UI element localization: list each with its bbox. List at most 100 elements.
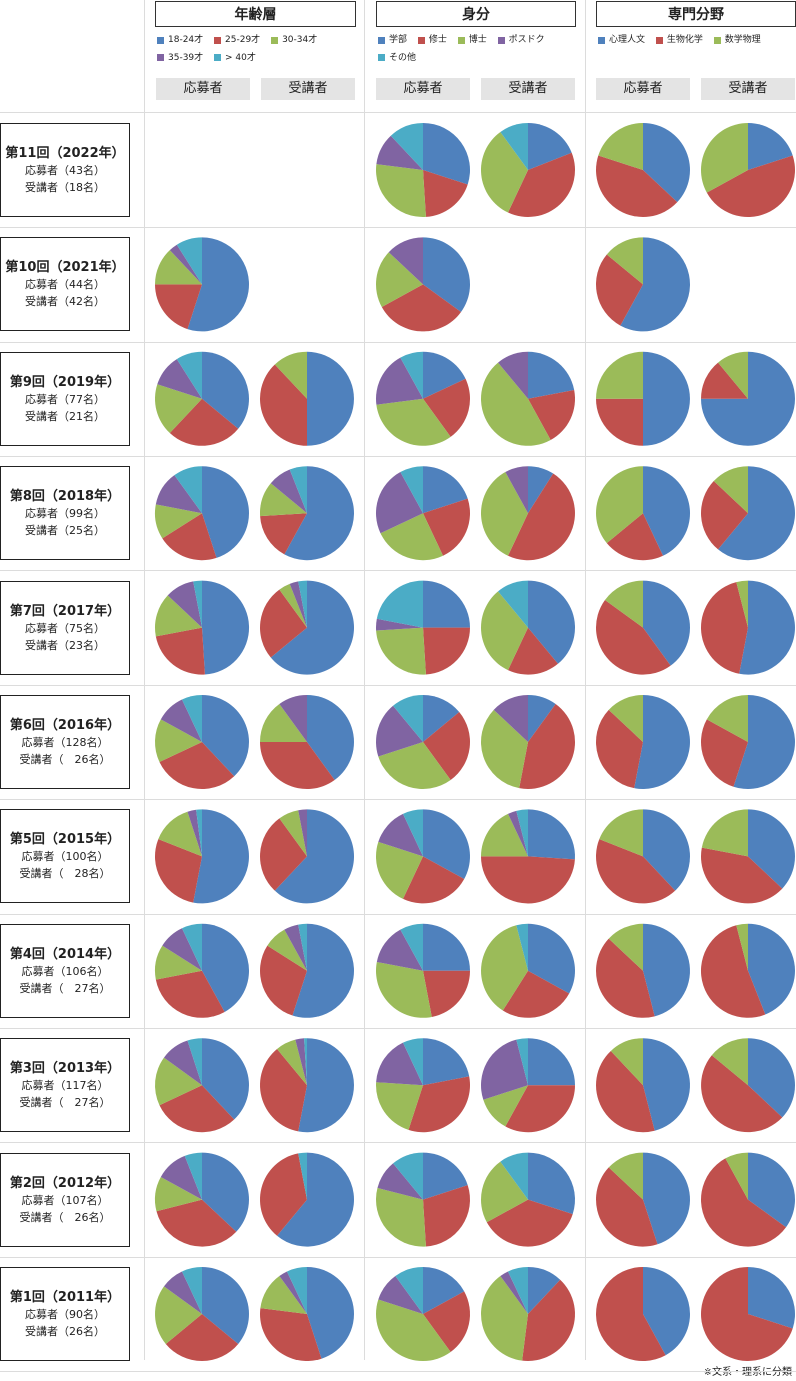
pie-slice <box>202 695 249 777</box>
pie-slice <box>620 237 690 332</box>
pie-slice <box>596 398 643 446</box>
pie-slice <box>376 1187 426 1247</box>
pie-slice <box>279 583 307 628</box>
participant-count: 受講者（18名） <box>25 180 105 194</box>
pie-slice <box>596 254 643 326</box>
pie-slice <box>713 466 748 514</box>
pie-slice <box>481 709 528 789</box>
pie-slice <box>498 351 528 399</box>
row-title: 第7回（2017年） <box>9 603 121 619</box>
pie-slice <box>480 131 528 213</box>
pie-slice <box>154 945 202 980</box>
pie-slice <box>259 483 307 517</box>
pie-slice <box>154 719 202 763</box>
pie-slice <box>500 1271 528 1314</box>
pie-slice <box>375 164 426 218</box>
pie-slice <box>174 466 202 514</box>
pie-slice <box>259 1308 322 1361</box>
pie-slice <box>378 1275 423 1314</box>
pie-slice <box>260 945 307 1016</box>
pie-slice <box>643 123 690 203</box>
pie-slice <box>480 813 528 857</box>
pie-slice <box>377 1163 423 1200</box>
pie-slice <box>155 627 205 675</box>
pie-slice <box>400 351 423 399</box>
pie-slice <box>202 1267 249 1344</box>
pie-slice <box>528 1038 575 1086</box>
pie-slice <box>381 284 462 332</box>
pie-slice <box>643 923 690 1017</box>
pie-slice <box>292 923 355 1018</box>
pie-slice <box>267 929 307 971</box>
legend-swatch <box>271 36 279 44</box>
row-label: 第11回（2022年） 応募者（43名） 受講者（18名） <box>0 123 130 217</box>
pie-slice <box>486 1199 573 1247</box>
pie-slice <box>260 1153 307 1236</box>
pie-slice <box>700 719 748 787</box>
pie-slice <box>528 923 576 994</box>
legend-swatch <box>378 36 385 44</box>
pie-slice <box>423 237 470 313</box>
pie-slice <box>260 589 307 658</box>
pie-slice <box>155 250 202 285</box>
pie-slice <box>748 809 795 889</box>
row-label: 第1回（2011年） 応募者（90名） 受講者（26名） <box>0 1267 130 1361</box>
pie-slice <box>528 695 556 742</box>
pie-slice <box>596 1167 658 1247</box>
pie-slice <box>298 923 307 971</box>
pie-slice <box>375 357 423 405</box>
pie-slice <box>388 237 423 285</box>
grid-line <box>0 342 796 343</box>
legend-field: 心理人文 生物化学 数学物理 <box>598 32 796 50</box>
pie-slice <box>739 580 795 675</box>
participant-count: 受講者（25名） <box>25 523 105 537</box>
pie-slice <box>187 1038 202 1086</box>
pie-slice <box>375 1082 423 1130</box>
pie-slice <box>376 135 423 170</box>
row-label: 第9回（2019年） 応募者（77名） 受講者（21名） <box>0 352 130 446</box>
pie-slice <box>596 351 643 399</box>
row-label: 第8回（2018年） 応募者（99名） 受講者（25名） <box>0 466 130 560</box>
legend-item: 生物化学 <box>655 32 703 48</box>
pie-slice <box>274 809 355 904</box>
pie-slice <box>260 818 307 891</box>
pie-slice <box>516 809 528 857</box>
pie-slice <box>596 155 678 217</box>
pie-slice <box>157 359 202 399</box>
pie-slice <box>481 591 528 671</box>
pie-slice <box>270 580 355 675</box>
grid-line <box>0 1371 796 1372</box>
pie-slice <box>277 1152 355 1247</box>
legend-item: その他 <box>378 50 416 66</box>
pie-slice <box>736 923 748 971</box>
pie-slice <box>505 1085 575 1133</box>
pie-slice <box>260 1275 307 1314</box>
pie-slice <box>610 1038 643 1086</box>
pie-slice <box>423 580 470 628</box>
pie-slice <box>643 1038 690 1131</box>
row-title: 第4回（2014年） <box>9 946 121 962</box>
subheader-applicants: 応募者 <box>596 78 690 100</box>
pie-slice <box>376 1299 451 1361</box>
pie-slice <box>187 809 202 857</box>
legend-item: 心理人文 <box>598 32 645 48</box>
pie-slice <box>298 1038 354 1133</box>
pie-slice <box>193 809 249 904</box>
pie-slice <box>298 809 307 857</box>
pie-slice <box>202 466 249 558</box>
pie-slice <box>155 1176 202 1212</box>
applicant-count: 応募者（117名） <box>21 1078 109 1092</box>
pie-slice <box>706 155 796 218</box>
row-label: 第6回（2016年） 応募者（128名） 受講者（ 26名） <box>0 695 130 789</box>
pie-slice <box>700 123 748 193</box>
pie-slice <box>307 695 354 781</box>
pie-slice <box>423 123 470 185</box>
pie-slice <box>748 923 795 1015</box>
pie-slice <box>528 351 575 399</box>
applicant-count: 応募者（77名） <box>25 392 105 406</box>
pie-slice <box>500 1152 528 1200</box>
legend-swatch <box>417 36 425 44</box>
pie-slice <box>505 466 528 514</box>
subheader-participants: 受講者 <box>481 78 575 100</box>
legend-item: 数学物理 <box>713 32 761 48</box>
